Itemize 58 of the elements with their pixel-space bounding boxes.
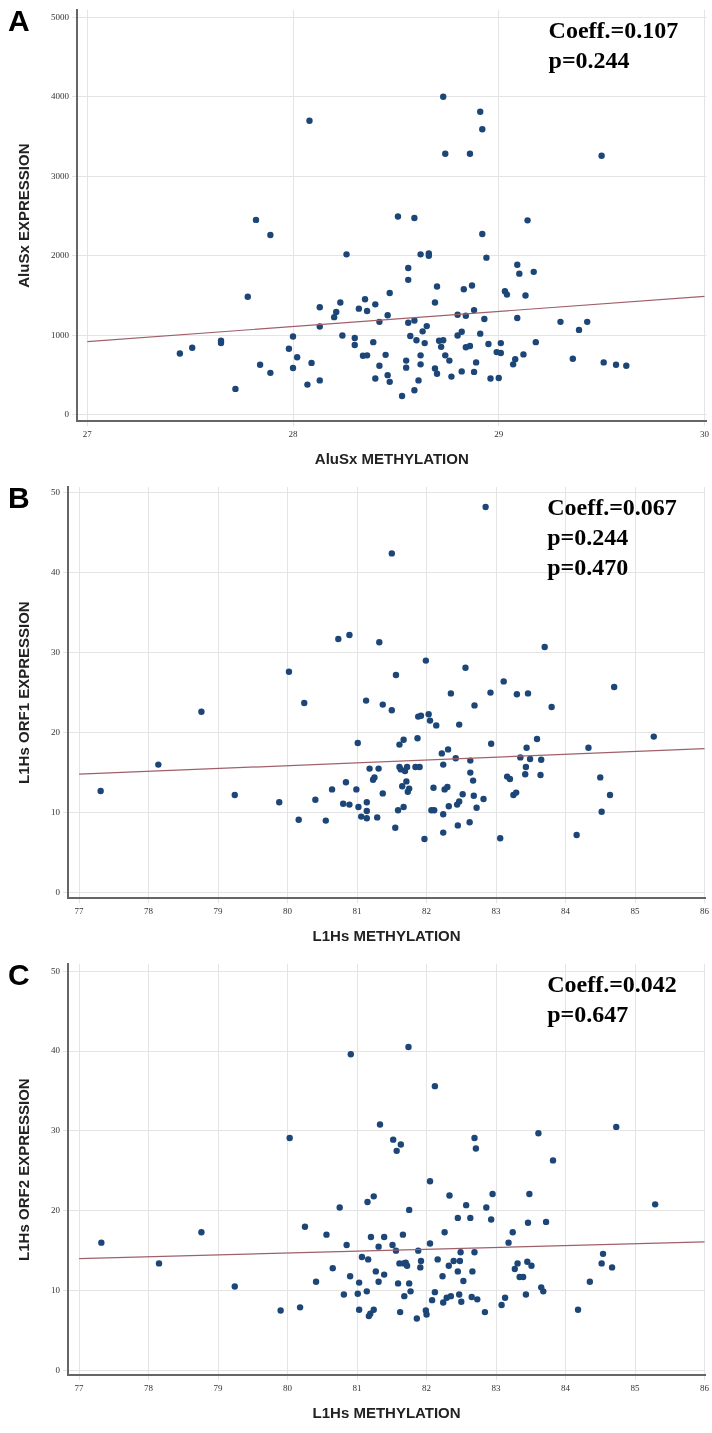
y-tick-label: 0 — [55, 1364, 61, 1375]
x-tick-label: 29 — [494, 428, 504, 439]
annotation: Coeff.=0.042 — [547, 971, 677, 998]
chart-title: A — [8, 4, 30, 38]
x-tick-label: 85 — [630, 1382, 641, 1393]
y-tick-label: 20 — [51, 726, 61, 737]
y-axis-title: L1Hs ORF1 EXPRESSION — [15, 601, 33, 784]
x-tick-label: 86 — [700, 905, 710, 916]
y-tick-label: 10 — [51, 806, 61, 817]
x-axis-title: L1Hs METHYLATION — [312, 1404, 461, 1422]
y-tick-label: 40 — [51, 566, 61, 577]
y-tick-label: 10 — [51, 1284, 61, 1295]
y-axis-title: AluSx EXPRESSION — [15, 143, 33, 288]
y-tick-label: 5000 — [51, 11, 70, 22]
x-tick-label: 83 — [491, 1382, 502, 1393]
annotation: p=0.647 — [547, 1001, 629, 1028]
x-axis-title: AluSx METHYLATION — [314, 450, 469, 468]
y-tick-label: 1000 — [51, 329, 70, 340]
x-tick-label: 81 — [352, 905, 362, 916]
y-axis-title: L1Hs ORF2 EXPRESSION — [15, 1078, 33, 1261]
x-axis-title: L1Hs METHYLATION — [312, 927, 461, 945]
x-tick-label: 82 — [422, 1382, 432, 1393]
x-tick-label: 80 — [283, 905, 293, 916]
y-tick-label: 50 — [51, 486, 61, 497]
x-tick-label: 30 — [699, 428, 710, 439]
x-tick-label: 27 — [82, 428, 93, 439]
annotation: p=0.244 — [548, 47, 630, 74]
y-tick-label: 2000 — [51, 250, 70, 261]
x-tick-label: 83 — [491, 905, 502, 916]
y-tick-label: 30 — [51, 1125, 61, 1136]
x-tick-label: 86 — [700, 1382, 710, 1393]
x-tick-label: 78 — [144, 1382, 154, 1393]
x-tick-label: 77 — [74, 905, 85, 916]
annotation: Coeff.=0.107 — [548, 17, 679, 44]
x-tick-label: 77 — [74, 1382, 85, 1393]
y-tick-label: 50 — [51, 965, 61, 976]
y-tick-label: 4000 — [51, 91, 70, 102]
y-tick-label: 0 — [64, 409, 70, 420]
annotation: p=0.244 — [547, 524, 629, 551]
y-tick-label: 40 — [51, 1045, 61, 1056]
x-tick-label: 80 — [283, 1382, 293, 1393]
x-tick-label: 82 — [422, 905, 432, 916]
x-tick-label: 84 — [561, 1382, 571, 1393]
y-tick-label: 0 — [55, 886, 61, 897]
annotation: Coeff.=0.067 — [547, 494, 677, 521]
x-tick-label: 79 — [213, 1382, 224, 1393]
chart-title: B — [8, 481, 30, 515]
x-tick-label: 79 — [213, 905, 224, 916]
y-tick-label: 30 — [51, 646, 61, 657]
x-tick-label: 84 — [561, 905, 571, 916]
x-tick-label: 28 — [288, 428, 299, 439]
y-tick-label: 20 — [51, 1205, 61, 1216]
annotation: p=0.470 — [547, 554, 629, 581]
x-tick-label: 81 — [352, 1382, 362, 1393]
x-tick-label: 85 — [630, 905, 641, 916]
chart-title: C — [8, 958, 30, 992]
x-tick-label: 78 — [144, 905, 154, 916]
y-tick-label: 3000 — [51, 170, 70, 181]
